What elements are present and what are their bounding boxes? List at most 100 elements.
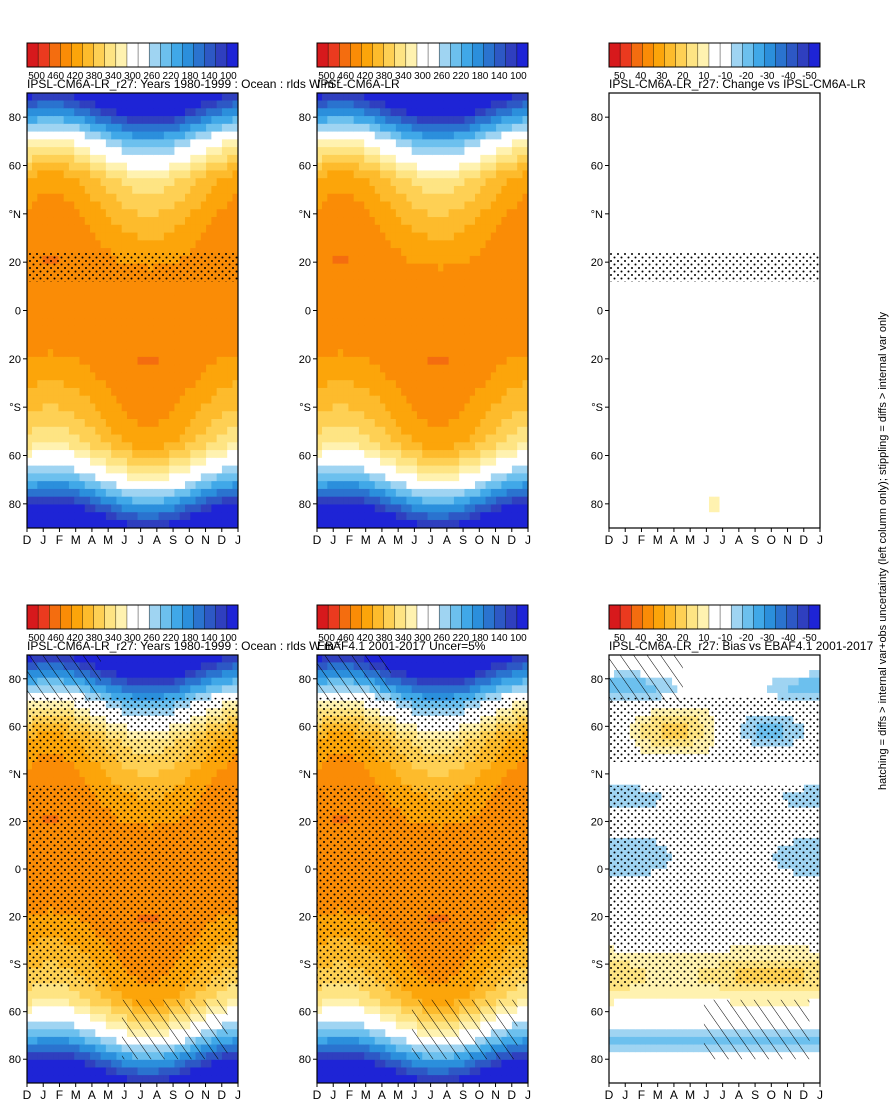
heatmap-cell <box>427 692 434 702</box>
heatmap-cell <box>316 761 323 770</box>
heatmap-cell <box>121 1059 128 1068</box>
heatmap-cell <box>496 769 502 778</box>
heatmap-cell <box>475 692 481 702</box>
month-tick-label: D <box>313 1088 322 1102</box>
heatmap-cell <box>401 991 407 1000</box>
heatmap-cell <box>100 1021 107 1030</box>
heatmap-cell <box>614 1013 620 1023</box>
heatmap-cell <box>448 685 455 694</box>
heatmap-cell <box>624 1006 631 1015</box>
heatmap-cell <box>358 1067 365 1076</box>
heatmap-cell <box>169 677 175 686</box>
heatmap-cell <box>343 1021 349 1030</box>
heatmap-cell <box>337 1006 344 1015</box>
heatmap-cell <box>32 1013 38 1023</box>
heatmap-cell <box>174 685 181 694</box>
heatmap-cell <box>158 670 165 679</box>
heatmap-cell <box>47 1036 54 1046</box>
heatmap-cell <box>42 777 49 786</box>
heatmap-cell <box>390 1036 397 1046</box>
heatmap-cell <box>221 1059 228 1068</box>
heatmap-cell <box>464 777 471 786</box>
heatmap-cell <box>438 769 444 778</box>
heatmap-cell <box>32 769 38 778</box>
heatmap-cell <box>619 1021 626 1030</box>
heatmap-cell <box>79 1021 86 1030</box>
heatmap-cell <box>95 1029 102 1038</box>
heatmap-cell <box>211 761 218 770</box>
heatmap-cell <box>416 662 423 671</box>
heatmap-cell <box>517 1067 523 1076</box>
heatmap-cell <box>480 777 487 786</box>
heatmap-cell <box>126 991 133 1000</box>
heatmap-cell <box>485 677 492 686</box>
heatmap-cell <box>406 769 413 778</box>
colorbar-label: 100 <box>510 633 527 644</box>
heatmap-cell <box>608 1075 615 1084</box>
heatmap-cell <box>448 777 455 786</box>
heatmap-cell <box>195 662 202 671</box>
heatmap-cell <box>453 677 460 686</box>
heatmap-cell <box>116 654 123 663</box>
heatmap-cell <box>158 1075 165 1084</box>
heatmap-cell <box>517 761 523 770</box>
colorbar-swatch <box>71 604 84 630</box>
heatmap-cell <box>364 769 370 778</box>
heatmap-cell <box>211 692 218 702</box>
heatmap-cell <box>337 1036 344 1046</box>
heatmap-cell <box>232 1075 239 1084</box>
heatmap-cell <box>619 1044 626 1053</box>
heatmap-cell <box>438 991 444 1000</box>
heatmap-cell <box>635 769 641 778</box>
heatmap-cell <box>448 761 455 770</box>
heatmap-cell <box>111 1044 117 1053</box>
heatmap-cell <box>200 1075 207 1084</box>
heatmap-cell <box>105 654 112 663</box>
heatmap-cell <box>416 654 423 663</box>
month-tick-label: D <box>217 1088 226 1102</box>
heatmap-cell <box>47 769 54 778</box>
heatmap-cell <box>353 1067 360 1076</box>
heatmap-cell <box>635 1013 641 1023</box>
heatmap-cell <box>406 1059 413 1068</box>
stipple-region <box>317 785 528 988</box>
heatmap-cell <box>200 777 207 786</box>
heatmap-cell <box>163 761 170 770</box>
heatmap-cell <box>95 1006 102 1015</box>
heatmap-cell <box>132 654 139 663</box>
heatmap-cell <box>174 769 181 778</box>
heatmap-cell <box>63 1075 70 1084</box>
heatmap-cell <box>190 654 197 663</box>
heatmap-cell <box>26 1044 33 1053</box>
heatmap-cell <box>511 685 518 694</box>
heatmap-cell <box>74 1006 80 1015</box>
heatmap-cell <box>32 1036 38 1046</box>
heatmap-cell <box>158 1067 165 1076</box>
heatmap-cell <box>629 1013 636 1023</box>
colorbar-swatch <box>160 604 172 630</box>
heatmap-cell <box>385 998 392 1007</box>
heatmap-cell <box>316 769 323 778</box>
heatmap-cell <box>401 692 407 702</box>
colorbar-frame <box>316 604 529 630</box>
heatmap-cell <box>53 991 59 1000</box>
heatmap-cell <box>395 1021 402 1030</box>
heatmap-cell <box>401 654 407 663</box>
heatmap-cell <box>395 991 402 1000</box>
chart-panel-1: D J F M A M J J A S O N D J8060°N20020°S6080IPSL-CM6A… <box>9 638 342 1102</box>
heatmap-cell <box>422 1075 429 1084</box>
heatmap-cell <box>517 998 523 1007</box>
colorbar-swatch <box>215 604 228 630</box>
heatmap-cell <box>327 1006 334 1015</box>
heatmap-cell <box>395 692 402 702</box>
heatmap-cell <box>174 1067 181 1076</box>
heatmap-cell <box>422 991 429 1000</box>
lat-tick-label: 20 <box>299 816 311 828</box>
heatmap-cell <box>111 1075 117 1084</box>
heatmap-cell <box>169 685 175 694</box>
heatmap-cell <box>506 662 513 671</box>
heatmap-cell <box>174 662 181 671</box>
heatmap-cell <box>506 685 513 694</box>
heatmap-cell <box>232 1059 239 1068</box>
heatmap-cell <box>517 1059 523 1068</box>
